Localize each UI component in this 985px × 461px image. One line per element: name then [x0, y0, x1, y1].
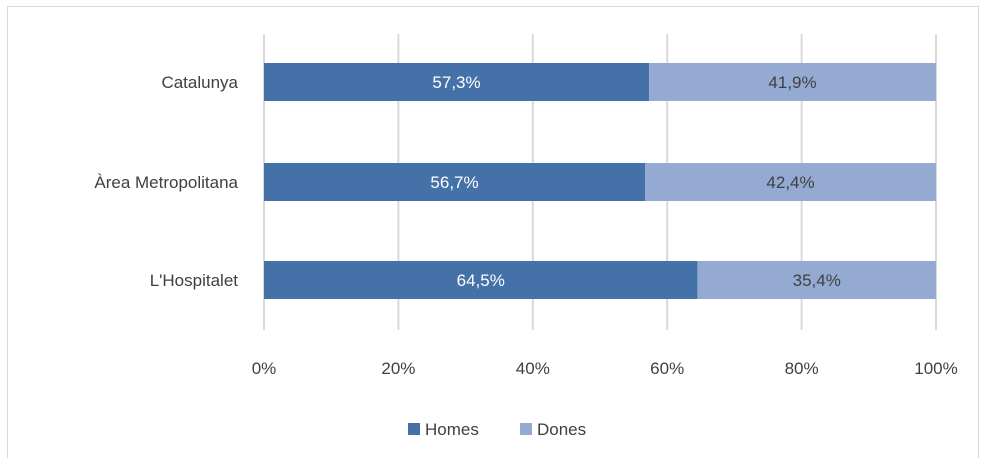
- category-label: L'Hospitalet: [150, 271, 239, 290]
- data-label: 57,3%: [432, 73, 480, 92]
- bar-dones-3: [697, 261, 936, 299]
- data-label: 64,5%: [457, 271, 505, 290]
- data-label: 41,9%: [768, 73, 816, 92]
- data-label: 35,4%: [793, 271, 841, 290]
- category-label: Catalunya: [161, 73, 238, 92]
- legend-label-homes: Homes: [425, 420, 479, 439]
- x-tick-label: 60%: [650, 359, 684, 378]
- legend-swatch-dones: [520, 423, 532, 435]
- x-tick-label: 100%: [914, 359, 957, 378]
- bar-dones-1: [649, 63, 936, 101]
- category-labels: Catalunya Àrea Metropolitana L'Hospitalet: [94, 73, 238, 290]
- x-tick-label: 40%: [516, 359, 550, 378]
- bar-homes-1: [264, 63, 650, 101]
- legend-swatch-homes: [408, 423, 420, 435]
- bar-dones-2: [645, 163, 936, 201]
- legend-label-dones: Dones: [537, 420, 586, 439]
- legend: Homes Dones: [408, 420, 586, 439]
- data-label: 42,4%: [766, 173, 814, 192]
- x-tick-label: 0%: [252, 359, 277, 378]
- bars: 57,3% 41,9% 56,7% 42,4% 64,5% 35,4%: [264, 63, 936, 299]
- category-label: Àrea Metropolitana: [94, 173, 238, 192]
- x-tick-labels: 0% 20% 40% 60% 80% 100%: [252, 359, 958, 378]
- x-tick-label: 20%: [381, 359, 415, 378]
- x-tick-label: 80%: [785, 359, 819, 378]
- bar-homes-2: [264, 163, 646, 201]
- data-label: 56,7%: [430, 173, 478, 192]
- bar-homes-3: [264, 261, 698, 299]
